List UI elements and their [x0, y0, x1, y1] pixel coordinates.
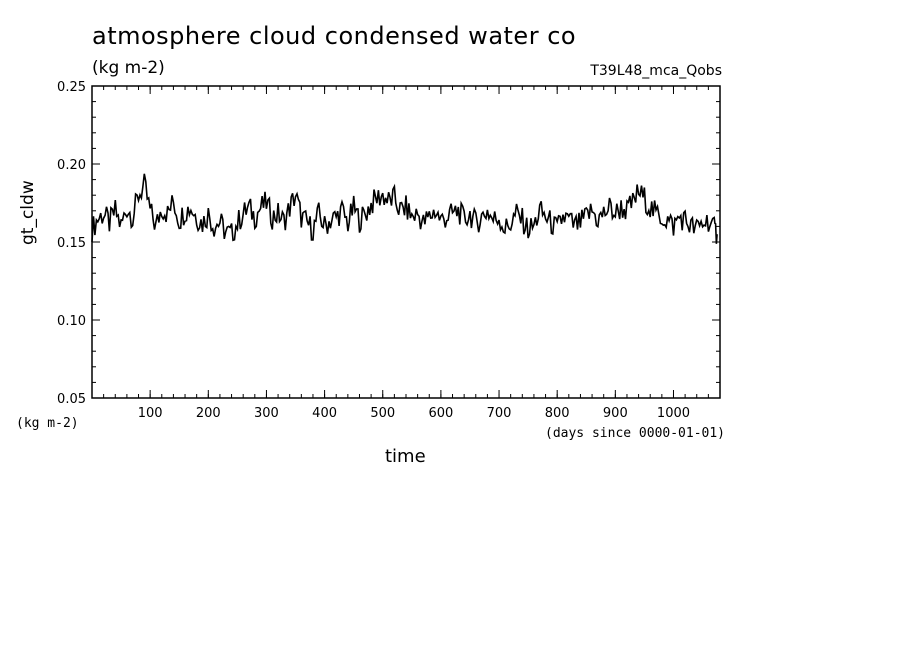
- x-tick-label: 800: [545, 406, 570, 421]
- x-tick-label: 500: [370, 406, 395, 421]
- chart-units-label: (kg m-2): [92, 58, 165, 78]
- x-axis-units: (days since 0000-01-01): [545, 426, 726, 441]
- x-tick-label: 200: [196, 406, 221, 421]
- y-tick-label: 0.05: [57, 392, 86, 407]
- x-tick-label: 900: [603, 406, 628, 421]
- y-tick-label: 0.25: [57, 80, 86, 95]
- x-tick-label: 400: [312, 406, 337, 421]
- x-tick-label: 700: [487, 406, 512, 421]
- chart-title: atmosphere cloud condensed water co: [92, 22, 577, 50]
- x-axis-label: time: [385, 446, 426, 467]
- x-tick-label: 100: [138, 406, 163, 421]
- run-label: T39L48_mca_Qobs: [590, 63, 722, 79]
- y-tick-label: 0.20: [57, 158, 86, 173]
- y-tick-label: 0.15: [57, 236, 86, 251]
- plot-frame: [91, 85, 721, 399]
- series-group: [91, 173, 718, 244]
- x-tick-label: 300: [254, 406, 279, 421]
- axes-group: 100 200 300 400 500 600 700 800 900 1000 0.05 0.10 0…: [57, 80, 721, 421]
- x-tick-label: 1000: [657, 406, 690, 421]
- x-tick-label: 600: [428, 406, 453, 421]
- series-line: [91, 173, 718, 244]
- y-tick-label: 0.10: [57, 314, 86, 329]
- y-axis-units: (kg m-2): [16, 416, 79, 431]
